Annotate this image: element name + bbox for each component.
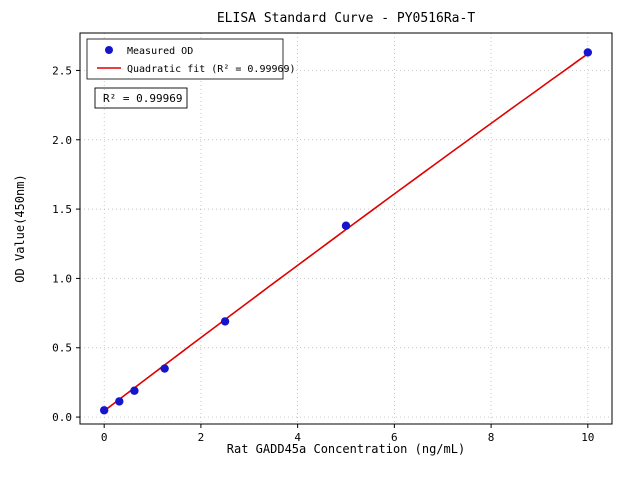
data-point bbox=[583, 48, 593, 57]
legend-measured-od-marker bbox=[105, 46, 113, 54]
plot-border bbox=[79, 32, 613, 425]
legend-measured-od-label: Measured OD bbox=[127, 46, 193, 57]
chart-title: ELISA Standard Curve - PY0516Ra-T bbox=[217, 11, 475, 26]
legend-quadratic-fit-label: Quadratic fit (R² = 0.99969) bbox=[127, 64, 296, 75]
x-tick-label: 4 bbox=[294, 431, 301, 444]
y-tick-label: 1.0 bbox=[52, 272, 72, 285]
x-tick-label: 8 bbox=[488, 431, 495, 444]
x-axis-label: Rat GADD45a Concentration (ng/mL) bbox=[227, 442, 465, 456]
y-tick-label: 0.5 bbox=[52, 342, 72, 355]
data-point bbox=[160, 364, 169, 373]
data-point bbox=[130, 386, 139, 395]
y-tick-label: 2.0 bbox=[52, 134, 72, 147]
x-tick-label: 0 bbox=[101, 431, 108, 444]
x-tick-label: 6 bbox=[391, 431, 398, 444]
legend-box bbox=[86, 38, 284, 80]
data-point bbox=[99, 406, 109, 415]
r-squared-annotation-box bbox=[94, 87, 188, 109]
y-tick-label: 0.0 bbox=[52, 411, 72, 424]
data-point bbox=[115, 397, 124, 406]
x-tick-label: 2 bbox=[198, 431, 205, 444]
x-tick-label: 10 bbox=[581, 431, 594, 444]
r-squared-annotation: R² = 0.99969 bbox=[103, 92, 182, 105]
data-point bbox=[220, 317, 230, 326]
y-tick-label: 1.5 bbox=[52, 203, 72, 216]
y-tick-label: 2.5 bbox=[52, 64, 72, 77]
y-axis-label: OD Value(450nm) bbox=[13, 174, 27, 282]
data-point bbox=[341, 221, 351, 230]
